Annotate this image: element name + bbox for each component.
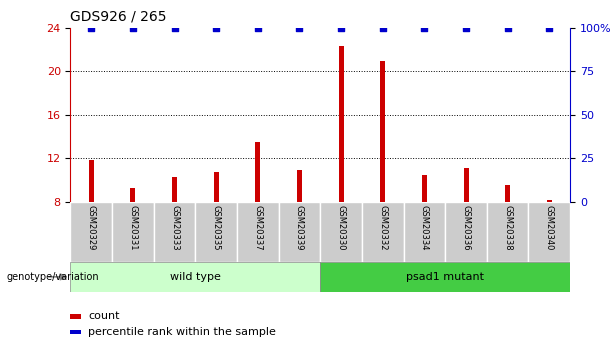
Bar bbox=[70, 330, 82, 334]
Text: GSM20339: GSM20339 bbox=[295, 205, 304, 250]
Text: GSM20336: GSM20336 bbox=[462, 205, 471, 250]
Bar bbox=[256, 142, 261, 202]
Bar bbox=[422, 175, 427, 202]
Bar bbox=[528, 202, 570, 262]
Bar bbox=[154, 202, 196, 262]
Text: GSM20334: GSM20334 bbox=[420, 205, 429, 250]
Text: GSM20333: GSM20333 bbox=[170, 205, 179, 250]
Bar bbox=[131, 188, 135, 202]
Bar bbox=[463, 168, 468, 202]
Point bbox=[419, 25, 429, 30]
Bar bbox=[214, 172, 219, 202]
Bar bbox=[297, 170, 302, 202]
Text: psad1 mutant: psad1 mutant bbox=[406, 272, 484, 282]
Text: GSM20335: GSM20335 bbox=[211, 205, 221, 250]
Bar bbox=[70, 202, 112, 262]
Point bbox=[253, 25, 263, 30]
Bar bbox=[487, 202, 528, 262]
Text: GSM20338: GSM20338 bbox=[503, 205, 512, 250]
Text: GSM20331: GSM20331 bbox=[129, 205, 137, 250]
Point bbox=[378, 25, 387, 30]
Bar bbox=[89, 160, 94, 202]
Text: GDS926 / 265: GDS926 / 265 bbox=[70, 10, 167, 24]
Bar bbox=[547, 200, 552, 202]
Point bbox=[503, 25, 512, 30]
Point bbox=[336, 25, 346, 30]
Text: GSM20330: GSM20330 bbox=[337, 205, 346, 250]
Bar bbox=[380, 61, 385, 202]
Text: GSM20332: GSM20332 bbox=[378, 205, 387, 250]
Bar bbox=[112, 202, 154, 262]
Bar bbox=[70, 314, 82, 318]
Point bbox=[86, 25, 96, 30]
Point bbox=[211, 25, 221, 30]
Bar bbox=[362, 202, 403, 262]
Bar bbox=[237, 202, 279, 262]
Bar bbox=[403, 202, 445, 262]
Point bbox=[544, 25, 554, 30]
Bar bbox=[172, 177, 177, 202]
Point bbox=[461, 25, 471, 30]
Bar bbox=[338, 46, 344, 202]
Text: percentile rank within the sample: percentile rank within the sample bbox=[88, 327, 276, 337]
Bar bbox=[320, 262, 570, 292]
Point bbox=[295, 25, 305, 30]
Bar bbox=[279, 202, 321, 262]
Text: GSM20329: GSM20329 bbox=[87, 205, 96, 250]
Text: GSM20337: GSM20337 bbox=[253, 205, 262, 250]
Text: GSM20340: GSM20340 bbox=[545, 205, 554, 250]
Bar bbox=[320, 202, 362, 262]
Bar bbox=[196, 202, 237, 262]
Bar bbox=[70, 262, 320, 292]
Point bbox=[128, 25, 138, 30]
Point bbox=[170, 25, 180, 30]
Bar bbox=[445, 202, 487, 262]
Text: count: count bbox=[88, 311, 120, 321]
Bar bbox=[505, 186, 510, 202]
Text: wild type: wild type bbox=[170, 272, 221, 282]
Text: genotype/variation: genotype/variation bbox=[6, 272, 99, 282]
